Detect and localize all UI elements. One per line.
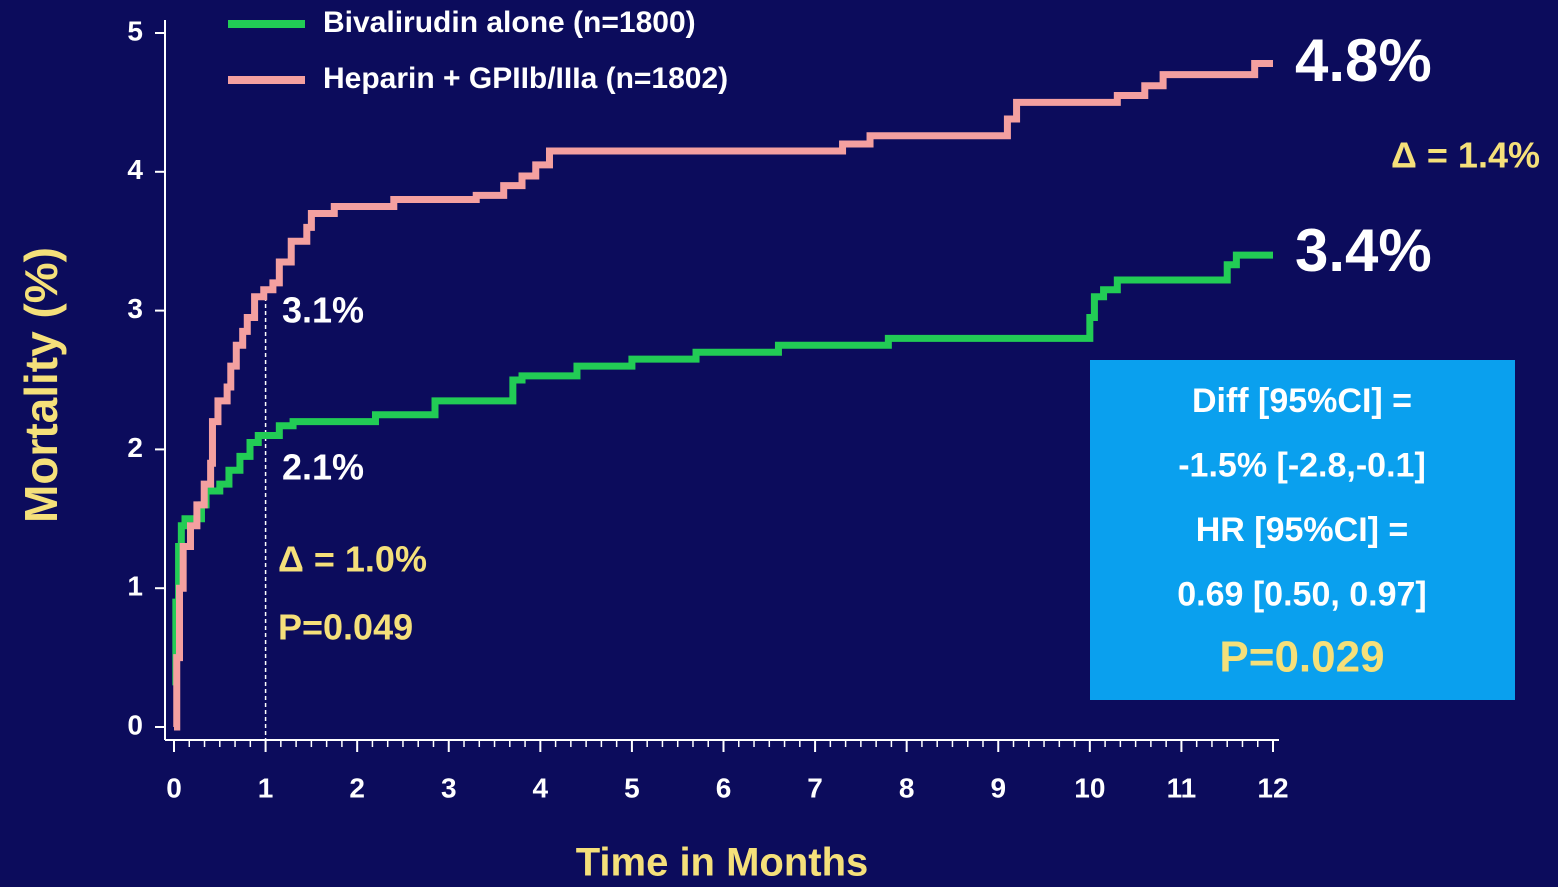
x-tick-label: 10: [1074, 772, 1105, 803]
stats-line: -1.5% [-2.8,-0.1]: [1178, 446, 1426, 484]
x-tick-label: 7: [807, 772, 823, 803]
x-tick-label: 5: [624, 772, 640, 803]
x-tick-label: 6: [716, 772, 732, 803]
y-tick-label: 2: [127, 432, 143, 463]
annotation: 3.4%: [1295, 217, 1432, 284]
stats-box: [1090, 360, 1515, 700]
x-tick-label: 4: [533, 772, 549, 803]
y-tick-label: 5: [127, 15, 143, 46]
x-tick-label: 1: [258, 772, 274, 803]
stats-line: 0.69 [0.50, 0.97]: [1177, 575, 1427, 613]
stats-line: HR [95%CI] =: [1196, 511, 1409, 549]
annotation: 3.1%: [282, 290, 364, 331]
legend-label: Heparin + GPIIb/IIIa (n=1802): [323, 62, 728, 95]
y-tick-label: 3: [127, 293, 143, 324]
x-axis-label: Time in Months: [576, 841, 869, 885]
annotation: Δ = 1.0%: [278, 539, 427, 580]
legend-label: Bivalirudin alone (n=1800): [323, 6, 696, 39]
x-tick-label: 3: [441, 772, 457, 803]
series-line: [173, 60, 1273, 731]
x-tick-label: 8: [899, 772, 915, 803]
y-tick-label: 0: [127, 709, 143, 740]
stats-line: P=0.029: [1219, 633, 1384, 682]
y-axis-label: Mortality (%): [15, 247, 67, 523]
x-tick-label: 12: [1257, 772, 1288, 803]
x-tick-label: 9: [990, 772, 1006, 803]
x-tick-label: 11: [1167, 772, 1197, 803]
annotation: 2.1%: [282, 447, 364, 488]
series-line: [172, 251, 1273, 689]
x-tick-label: 0: [166, 772, 182, 803]
stats-line: Diff [95%CI] =: [1192, 382, 1412, 420]
annotation: 4.8%: [1295, 27, 1432, 94]
y-tick-label: 1: [127, 571, 143, 602]
x-tick-label: 2: [349, 772, 365, 803]
annotation: P=0.049: [278, 607, 413, 648]
annotation: Δ = 1.4%: [1391, 135, 1540, 176]
y-tick-label: 4: [127, 154, 143, 185]
